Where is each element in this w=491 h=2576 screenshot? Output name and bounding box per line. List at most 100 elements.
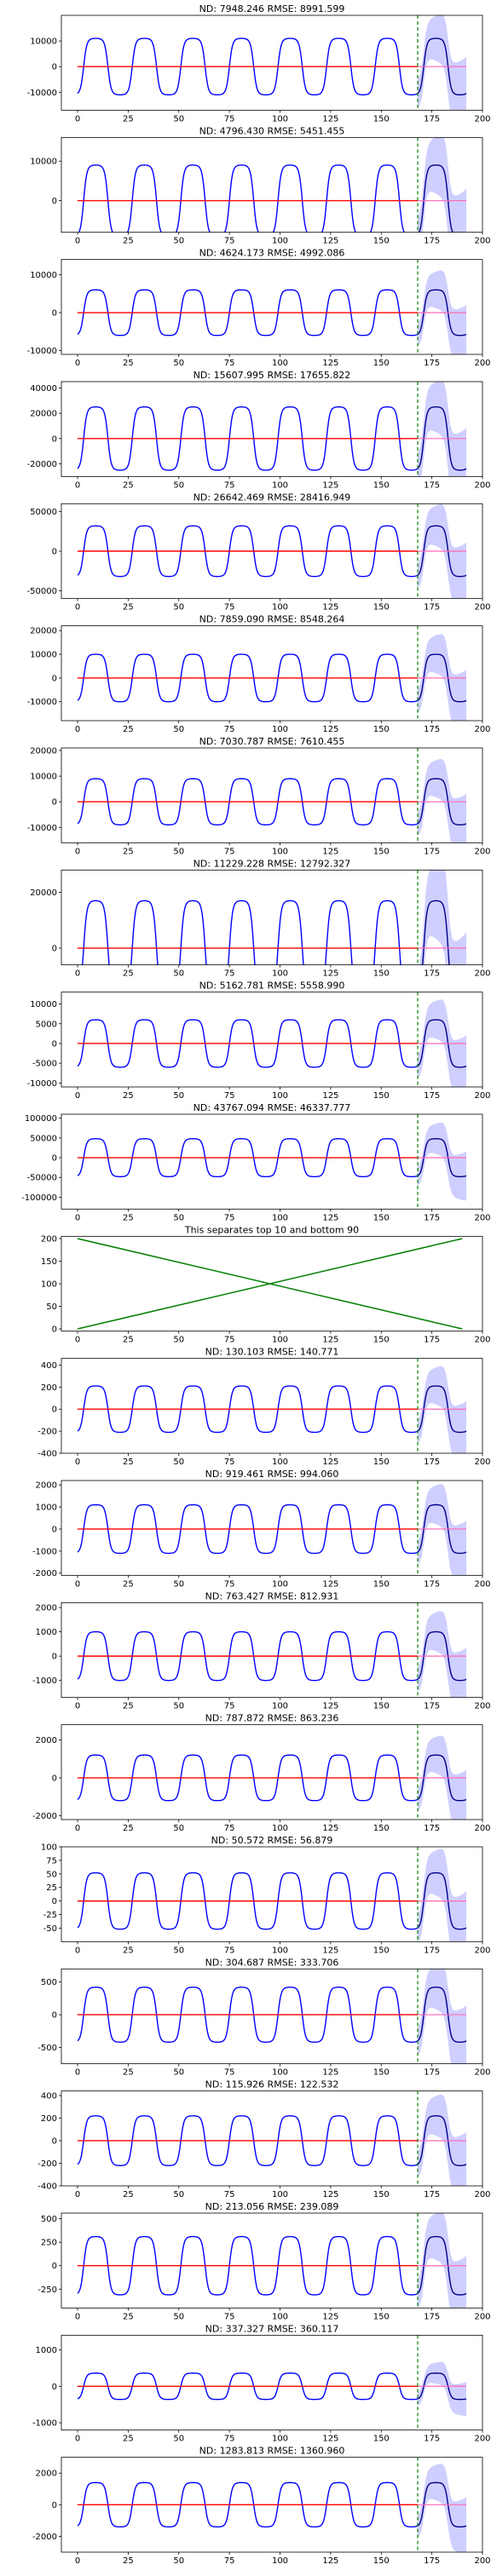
- forecast-line: [417, 1754, 467, 1802]
- y-tick-label: 0: [52, 2011, 57, 2021]
- x-tick-label: 125: [322, 480, 338, 490]
- history-line: [78, 164, 405, 233]
- x-tick-label: 125: [322, 1824, 338, 1833]
- x-tick-label: 200: [474, 603, 490, 612]
- history-line: [77, 1630, 419, 1682]
- prediction-interval: [418, 759, 466, 843]
- history-line: [77, 1754, 419, 1802]
- history-line: [77, 778, 419, 825]
- y-tick-label: 20000: [30, 627, 57, 636]
- y-tick-label: 200: [41, 1234, 57, 1244]
- plot-area: [77, 625, 467, 722]
- y-tick-label: 2000: [36, 1481, 57, 1491]
- x-tick-label: 100: [272, 480, 288, 490]
- x-tick-label: 175: [424, 114, 440, 124]
- x-tick-label: 125: [322, 969, 338, 979]
- y-tick-label: 0: [52, 2262, 57, 2271]
- x-tick-label: 0: [75, 114, 80, 124]
- history-line: [77, 1385, 419, 1434]
- y-tick-label: -10000: [27, 824, 57, 833]
- x-tick-label: 25: [123, 847, 134, 856]
- axes-frame: [61, 1358, 483, 1454]
- x-tick-label: 100: [272, 2068, 288, 2078]
- x-tick-label: 100: [272, 2190, 288, 2199]
- x-tick-label: 100: [272, 1824, 288, 1833]
- x-tick-label: 200: [474, 2190, 490, 2199]
- subplot-title: ND: 7859.090 RMSE: 8548.264: [199, 614, 345, 625]
- y-tick-label: 10000: [30, 773, 57, 782]
- x-tick-label: 50: [173, 1213, 184, 1222]
- y-tick-label: 100: [41, 1280, 57, 1290]
- y-tick-label: 0: [52, 63, 57, 72]
- x-tick-label: 125: [322, 2312, 338, 2321]
- x-tick-label: 175: [424, 1458, 440, 1467]
- y-tick-label: 0: [52, 2136, 57, 2146]
- x-tick-label: 75: [224, 1458, 235, 1467]
- x-tick-label: 100: [272, 1213, 288, 1222]
- history-line: [77, 1019, 419, 1068]
- x-tick-label: 0: [75, 725, 80, 734]
- x-tick-label: 25: [123, 1091, 134, 1101]
- y-tick-label: 0: [52, 434, 57, 444]
- x-tick-label: 150: [373, 847, 390, 856]
- x-tick-label: 50: [173, 725, 184, 734]
- y-tick-label: -1000: [32, 1547, 57, 1556]
- y-tick-label: 0: [52, 1897, 57, 1906]
- y-tick-label: 50000: [30, 508, 57, 517]
- x-tick-label: 125: [322, 1091, 338, 1101]
- subplot-title: ND: 50.572 RMSE: 56.879: [211, 1835, 333, 1846]
- x-tick-label: 75: [224, 1946, 235, 1955]
- y-tick-label: 2000: [36, 1604, 57, 1613]
- y-tick-label: 0: [52, 1154, 57, 1164]
- subplot-12: ND: 130.103 RMSE: 140.771 0 25 50 75 100 125 15…: [38, 1347, 490, 1467]
- subplot-title: ND: 213.056 RMSE: 239.089: [205, 2201, 339, 2212]
- x-tick-label: 0: [75, 1946, 80, 1955]
- subplot-16: ND: 50.572 RMSE: 56.879 0 25 50 75 100 125 150 1…: [41, 1835, 491, 1955]
- x-tick-label: 75: [224, 237, 235, 246]
- y-tick-label: 0: [52, 309, 57, 319]
- axes-frame: [61, 1601, 483, 1699]
- x-tick-label: 100: [272, 1702, 288, 1711]
- x-tick-label: 25: [123, 1702, 134, 1711]
- plot-area: [77, 2213, 467, 2309]
- x-tick-label: 25: [123, 2068, 134, 2078]
- forecast-line: [417, 1385, 467, 1434]
- subplot-4: ND: 15607.995 RMSE: 17655.822 0 25 50 75 100 1…: [27, 370, 491, 490]
- y-tick-label: -10000: [27, 347, 57, 356]
- y-tick-label: 20000: [30, 747, 57, 756]
- history-line: [82, 900, 401, 965]
- x-tick-label: 25: [123, 2556, 134, 2566]
- history-line: [77, 1138, 419, 1177]
- x-tick-label: 175: [424, 480, 440, 490]
- y-tick-label: 1000: [36, 1628, 57, 1637]
- x-tick-label: 100: [272, 603, 288, 612]
- plot-area: [77, 1358, 467, 1453]
- y-tick-label: -200: [38, 2159, 57, 2169]
- x-tick-label: 175: [424, 847, 440, 856]
- x-tick-label: 175: [424, 237, 440, 246]
- x-tick-label: 175: [424, 359, 440, 368]
- x-tick-label: 50: [173, 1946, 184, 1955]
- prediction-interval: [418, 137, 466, 233]
- x-tick-label: 75: [224, 1336, 235, 1345]
- history-line: [77, 405, 419, 471]
- x-tick-label: 175: [424, 603, 440, 612]
- plot-area: [77, 1724, 467, 1820]
- subplot-title: ND: 130.103 RMSE: 140.771: [205, 1347, 339, 1358]
- x-tick-label: 50: [173, 1458, 184, 1467]
- y-tick-label: 0: [52, 1653, 57, 1662]
- x-tick-label: 125: [322, 1702, 338, 1711]
- history-line: [77, 37, 419, 95]
- history-line: [77, 1504, 419, 1555]
- prediction-interval: [418, 1122, 466, 1201]
- x-tick-label: 50: [173, 2312, 184, 2321]
- y-tick-label: 250: [41, 2239, 57, 2248]
- subplot-7: ND: 7030.787 RMSE: 7610.455 0 25 50 75 100 125…: [27, 736, 491, 856]
- axes-frame: [61, 992, 483, 1088]
- x-tick-label: 200: [474, 2312, 490, 2321]
- x-tick-label: 75: [224, 2556, 235, 2566]
- plot-area: [77, 2335, 467, 2430]
- x-tick-label: 0: [75, 480, 80, 490]
- y-tick-label: 400: [41, 2091, 57, 2101]
- x-tick-label: 150: [373, 1336, 390, 1345]
